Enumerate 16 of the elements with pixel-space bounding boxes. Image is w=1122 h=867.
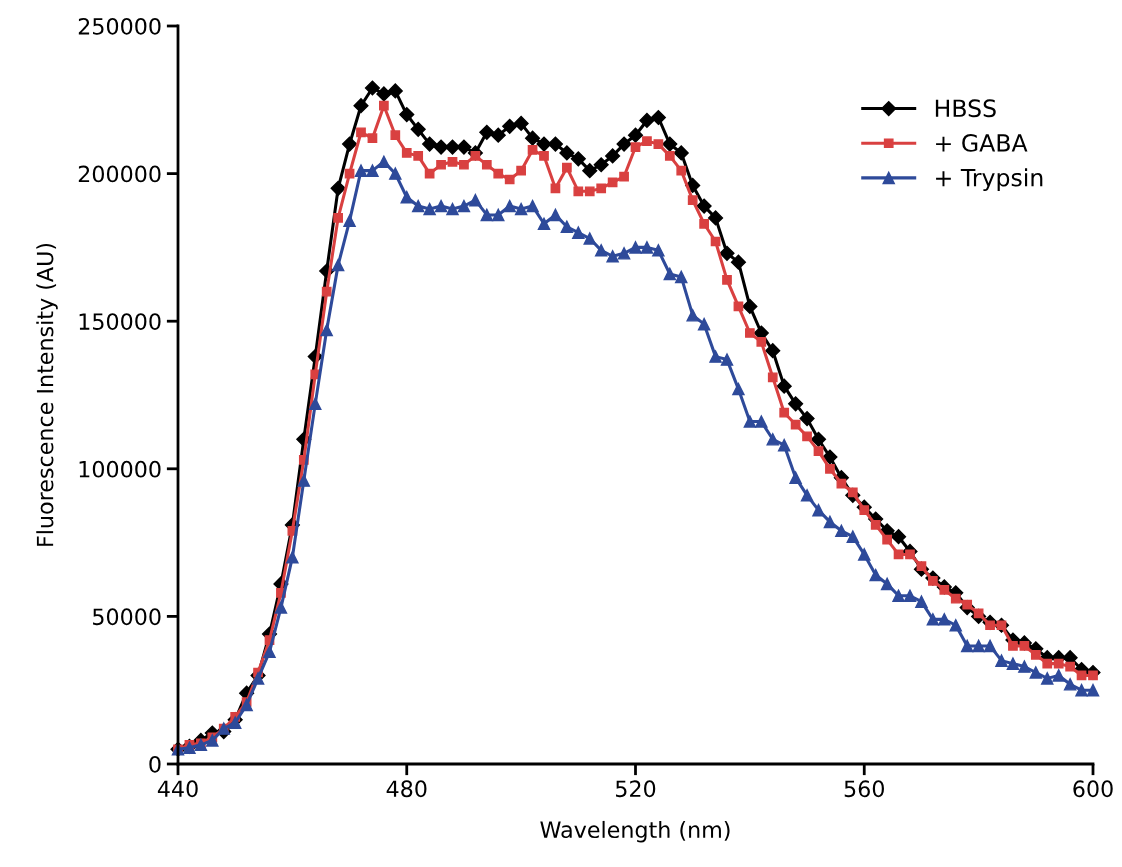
y-tick-label: 200000	[78, 165, 161, 183]
x-tick-label: 520	[616, 780, 656, 798]
x-axis-title: Wavelength (nm)	[540, 820, 730, 843]
legend-label: HBSS	[935, 99, 996, 118]
y-tick-label: 0	[149, 755, 161, 773]
y-tick-label: 50000	[93, 608, 161, 626]
x-tick-label: 480	[386, 780, 427, 798]
y-tick-label: 150000	[79, 313, 161, 330]
legend-label: + Trypsin	[936, 168, 1043, 192]
x-tick-label: 440	[157, 780, 198, 798]
y-tick-label: 250000	[78, 17, 161, 35]
y-tick-label: 100000	[79, 460, 161, 478]
x-tick-label: 600	[1073, 780, 1113, 798]
y-axis-title: Fluorescence Intensity (AU)	[36, 243, 58, 546]
legend-label: + GABA	[936, 133, 1028, 152]
x-tick-label: 560	[844, 780, 884, 798]
